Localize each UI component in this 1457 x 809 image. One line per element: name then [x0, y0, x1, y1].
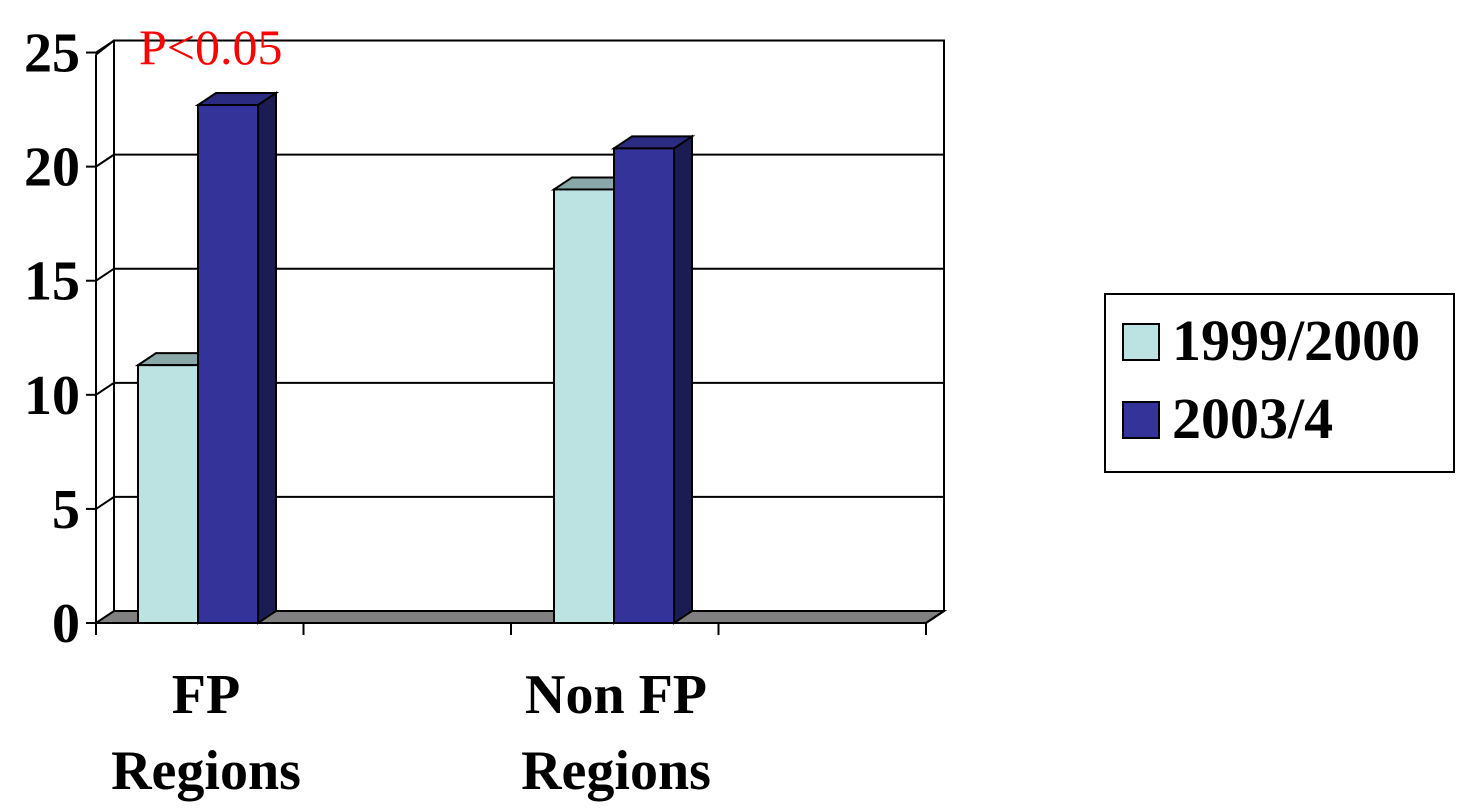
legend-swatch: [1122, 401, 1160, 439]
gridline-depth: [95, 267, 115, 282]
y-axis-top-depth: [95, 39, 115, 56]
y-tick-label: 15: [24, 251, 80, 313]
legend-label: 1999/2000: [1172, 308, 1420, 373]
legend-swatch: [1122, 323, 1160, 361]
y-tick-label: 5: [52, 479, 80, 541]
y-tick-label: 10: [24, 365, 80, 427]
bar-front: [197, 104, 259, 625]
x-category-label: Non FP: [525, 664, 707, 726]
bar-1-1: [610, 134, 696, 625]
x-category-labels: FP Regions Non FP Regions: [111, 664, 711, 802]
x-category-label: Regions: [521, 740, 711, 802]
bar-front: [553, 188, 615, 625]
bars: [134, 91, 696, 625]
y-tick-labels: 0 5 10 15 20 25: [24, 23, 96, 655]
legend-label: 2003/4: [1172, 386, 1333, 451]
bar-side: [673, 134, 693, 625]
x-category-label: Regions: [111, 740, 301, 802]
bar-0-1: [194, 91, 280, 625]
y-tick-label: 0: [52, 593, 80, 655]
legend: 1999/2000 2003/4: [1104, 293, 1455, 473]
y-tick-label: 20: [24, 137, 80, 199]
legend-box: [1104, 293, 1455, 473]
x-category-label: FP: [172, 664, 240, 726]
bar-front: [137, 364, 199, 624]
x-axis-right-depth: [925, 610, 945, 624]
bar-side: [257, 91, 277, 625]
significance-annotation: P<0.05: [139, 19, 283, 75]
gridline-depth: [95, 153, 115, 168]
y-tick-label: 25: [24, 23, 80, 85]
gridline-depth: [95, 496, 115, 510]
bar-front: [613, 147, 675, 624]
gridline-depth: [95, 381, 115, 396]
